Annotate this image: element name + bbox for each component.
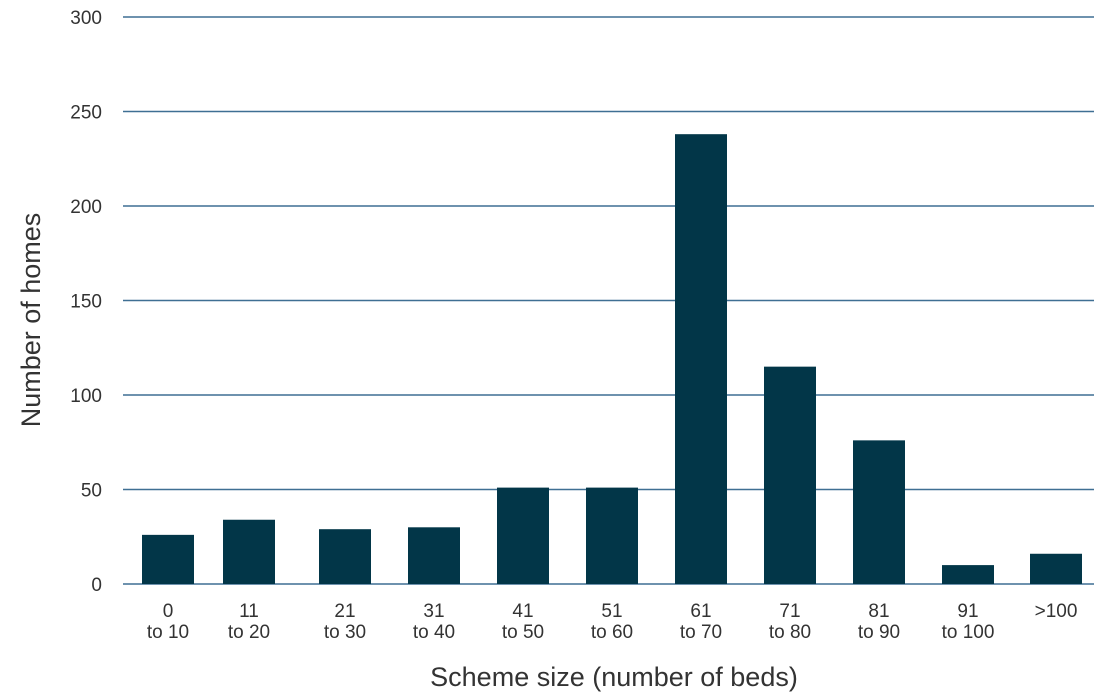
x-category-label: 61 to 70 (680, 601, 722, 643)
bar (319, 529, 371, 584)
x-category-label: 51 to 60 (591, 601, 633, 643)
bar (1030, 553, 1082, 584)
x-axis-categories: 0 to 10 11 to 20 21 to 30 31 to 40 41 to 50 51 to 6… (147, 601, 1078, 643)
bars (142, 134, 1082, 584)
y-tick-label: 150 (70, 292, 102, 313)
x-category-label: 11 to 20 (228, 601, 270, 643)
bar (586, 487, 638, 584)
bar (223, 519, 275, 584)
y-tick-label: 200 (70, 197, 102, 218)
bar (853, 440, 905, 584)
bar (764, 366, 816, 584)
x-category-label: 81 to 90 (858, 601, 900, 643)
x-category-label: 71 to 80 (769, 601, 811, 643)
y-tick-label: 300 (70, 8, 102, 29)
x-category-label: >100 (1035, 601, 1078, 622)
bar (142, 534, 194, 584)
x-category-label: 0 to 10 (147, 601, 189, 643)
x-axis-title: Scheme size (number of beds) (430, 662, 798, 692)
bar (675, 134, 727, 584)
x-category-label: 21 to 30 (324, 601, 366, 643)
x-category-label: 31 to 40 (413, 601, 455, 643)
bar (942, 565, 994, 584)
bar (408, 527, 460, 584)
y-tick-label: 250 (70, 103, 102, 124)
y-tick-label: 50 (81, 481, 102, 502)
x-category-label: 41 to 50 (502, 601, 544, 643)
y-tick-label: 0 (91, 575, 102, 596)
bar (497, 487, 549, 584)
y-tick-label: 100 (70, 386, 102, 407)
gridlines (123, 16, 1094, 585)
x-category-label: 91 to 100 (942, 601, 995, 643)
y-axis-title: Number of homes (16, 213, 46, 428)
y-axis-ticks: 0 50 100 150 200 250 300 (70, 8, 102, 596)
